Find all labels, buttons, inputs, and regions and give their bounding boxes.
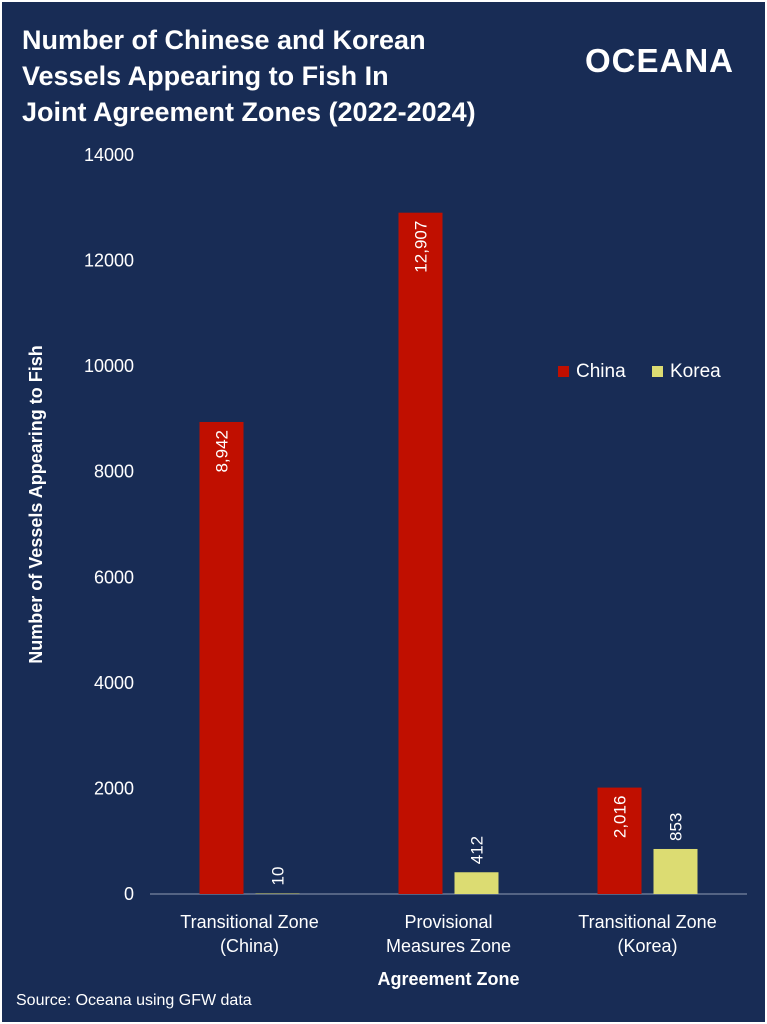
y-axis-ticks: 0 2000 4000 6000 8000 10000 12000 14000 [84, 145, 134, 904]
y-tick-label: 14000 [84, 145, 134, 165]
y-tick-label: 6000 [94, 567, 134, 587]
legend-label-china: China [576, 361, 626, 382]
data-label: 8,942 [213, 430, 232, 473]
bar-china [398, 212, 443, 895]
title-line-2: Vessels Appearing to Fish In [22, 61, 389, 91]
bar-korea [653, 848, 698, 894]
title-line-3: Joint Agreement Zones (2022-2024) [22, 97, 476, 127]
y-tick-label: 2000 [94, 778, 134, 798]
data-label: 10 [269, 867, 288, 886]
data-label: 2,016 [611, 796, 630, 839]
legend-swatch-china [558, 366, 569, 377]
legend: China Korea [558, 361, 721, 382]
x-axis-ticks: Transitional Zone (China) Provisional Measu… [180, 912, 716, 956]
x-axis-title: Agreement Zone [377, 969, 519, 989]
y-tick-label: 8000 [94, 462, 134, 482]
bar-china [597, 787, 642, 894]
bars: 8,942 10 12,907 412 2,016 853 [199, 212, 698, 895]
legend-label-korea: Korea [670, 361, 721, 382]
bar-korea [454, 872, 499, 894]
bar-china [199, 421, 244, 894]
data-label: 412 [468, 836, 487, 864]
bar-korea [255, 893, 300, 894]
title-line-1: Number of Chinese and Korean [22, 25, 426, 55]
x-tick-label: Provisional Measures Zone [386, 912, 511, 956]
y-tick-label: 0 [124, 884, 134, 904]
y-tick-label: 12000 [84, 251, 134, 271]
oceana-logo: OCEANA [585, 42, 735, 79]
y-axis-title: Number of Vessels Appearing to Fish [26, 345, 46, 663]
y-tick-label: 4000 [94, 673, 134, 693]
chart-title: Number of Chinese and Korean Vessels App… [22, 22, 542, 130]
x-tick-label: Transitional Zone (Korea) [578, 912, 716, 956]
source-note: Source: Oceana using GFW data [16, 992, 252, 1009]
x-tick-label: Transitional Zone (China) [180, 912, 318, 956]
y-tick-label: 10000 [84, 356, 134, 376]
data-label: 853 [667, 813, 686, 841]
data-label: 12,907 [412, 221, 431, 273]
legend-swatch-korea [652, 366, 663, 377]
